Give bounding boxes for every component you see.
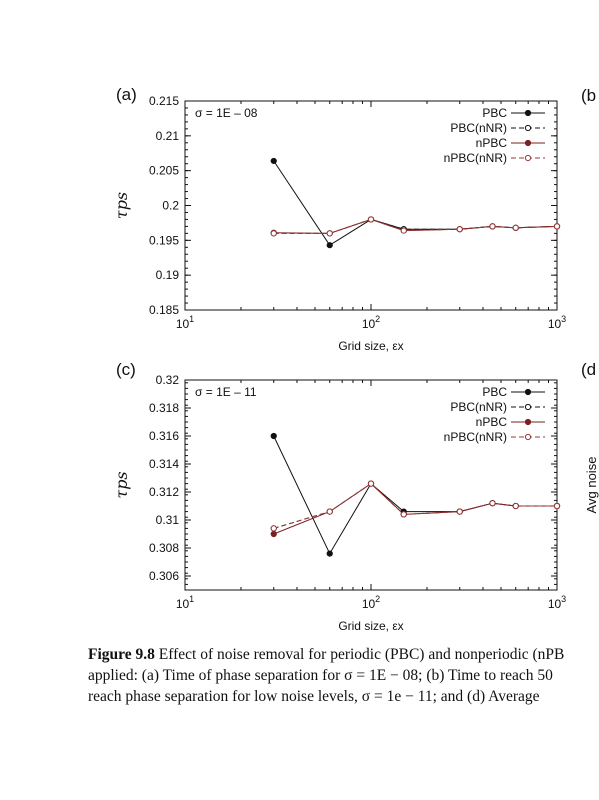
data-point xyxy=(367,216,375,223)
legend-label: PBC(nNR) xyxy=(450,121,507,135)
y-tick-label: 0.318 xyxy=(149,401,179,415)
caption-line-2: applied: (a) Time of phase separation fo… xyxy=(88,667,553,684)
legend-marker xyxy=(524,418,532,426)
sigma-annotation: σ = 1E – 08 xyxy=(195,106,258,120)
x-tick-label: 101 xyxy=(176,594,194,611)
y-tick-label: 0.314 xyxy=(149,457,179,471)
legend-label: PBC xyxy=(482,106,507,120)
data-point xyxy=(553,502,561,510)
data-point xyxy=(400,227,407,234)
y-axis-label: τps xyxy=(112,192,131,219)
x-tick-label: 103 xyxy=(548,594,566,611)
partial-panel-ylabel: Avg noise xyxy=(584,457,599,514)
data-point xyxy=(326,230,333,237)
legend-label: nPBC xyxy=(476,415,508,429)
data-point xyxy=(270,230,277,237)
data-point xyxy=(367,480,375,487)
series-line xyxy=(273,435,557,555)
y-tick-label: 0.205 xyxy=(149,164,179,178)
data-point xyxy=(489,500,496,507)
partial-panel-label: (b xyxy=(581,86,596,105)
x-tick-label: 101 xyxy=(176,314,194,331)
legend-label: nPBC xyxy=(476,136,508,150)
y-tick-label: 0.185 xyxy=(149,303,179,317)
x-axis-label: Grid size, εx xyxy=(338,339,403,353)
x-tick-label: 102 xyxy=(362,314,380,331)
y-axis-label: τps xyxy=(112,471,131,498)
panel-label: (a) xyxy=(116,85,137,104)
chart-panel: (c) 0.32 0.318 0.316 0.314 0.312 0.31 0.308 0.30… xyxy=(112,360,566,633)
data-point xyxy=(456,508,463,515)
sigma-annotation: σ = 1E – 11 xyxy=(195,385,257,399)
data-point xyxy=(400,511,407,518)
data-point xyxy=(553,223,561,230)
y-tick-label: 0.215 xyxy=(149,94,179,108)
data-point xyxy=(326,550,333,557)
legend-marker xyxy=(524,109,532,117)
data-point xyxy=(512,502,519,510)
data-point xyxy=(456,226,463,233)
series-line xyxy=(273,482,557,529)
data-point xyxy=(270,157,277,165)
legend-label: nPBC(nNR) xyxy=(444,151,507,165)
y-tick-label: 0.31 xyxy=(156,513,180,527)
series-line xyxy=(273,218,558,234)
panel-label: (c) xyxy=(116,360,136,379)
y-tick-label: 0.19 xyxy=(156,268,180,282)
y-tick-label: 0.308 xyxy=(149,541,179,555)
legend-marker xyxy=(524,154,532,162)
y-tick-label: 0.32 xyxy=(156,373,180,387)
y-tick-label: 0.312 xyxy=(149,485,179,499)
legend-marker xyxy=(524,124,532,132)
caption-line-3: reach phase separation for low noise lev… xyxy=(88,688,540,705)
legend-marker xyxy=(524,403,532,411)
data-point xyxy=(326,242,333,249)
y-tick-label: 0.195 xyxy=(149,233,179,247)
y-tick-label: 0.316 xyxy=(149,429,179,443)
y-tick-label: 0.21 xyxy=(156,129,180,143)
x-tick-label: 103 xyxy=(548,314,566,331)
data-point xyxy=(270,432,277,440)
legend-label: nPBC(nNR) xyxy=(444,430,507,444)
data-point xyxy=(489,223,496,230)
y-tick-label: 0.2 xyxy=(162,199,179,213)
caption-label: Figure 9.8 xyxy=(88,646,155,663)
legend-label: PBC(nNR) xyxy=(450,400,507,414)
data-point xyxy=(270,530,277,538)
data-point xyxy=(326,508,333,515)
legend-marker xyxy=(524,139,532,147)
x-tick-label: 102 xyxy=(362,594,380,611)
data-point xyxy=(270,525,277,532)
data-point xyxy=(512,224,519,231)
legend-marker xyxy=(524,433,532,441)
y-tick-label: 0.306 xyxy=(149,569,179,583)
legend-marker xyxy=(524,388,532,396)
caption-line-1: Effect of noise removal for periodic (PB… xyxy=(154,646,565,663)
partial-panel-label: (d xyxy=(581,360,596,379)
legend-label: PBC xyxy=(482,385,507,399)
series-line xyxy=(273,160,558,246)
x-axis-label: Grid size, εx xyxy=(338,619,403,633)
figure-caption: Figure 9.8 Effect of noise removal for p… xyxy=(88,644,599,707)
